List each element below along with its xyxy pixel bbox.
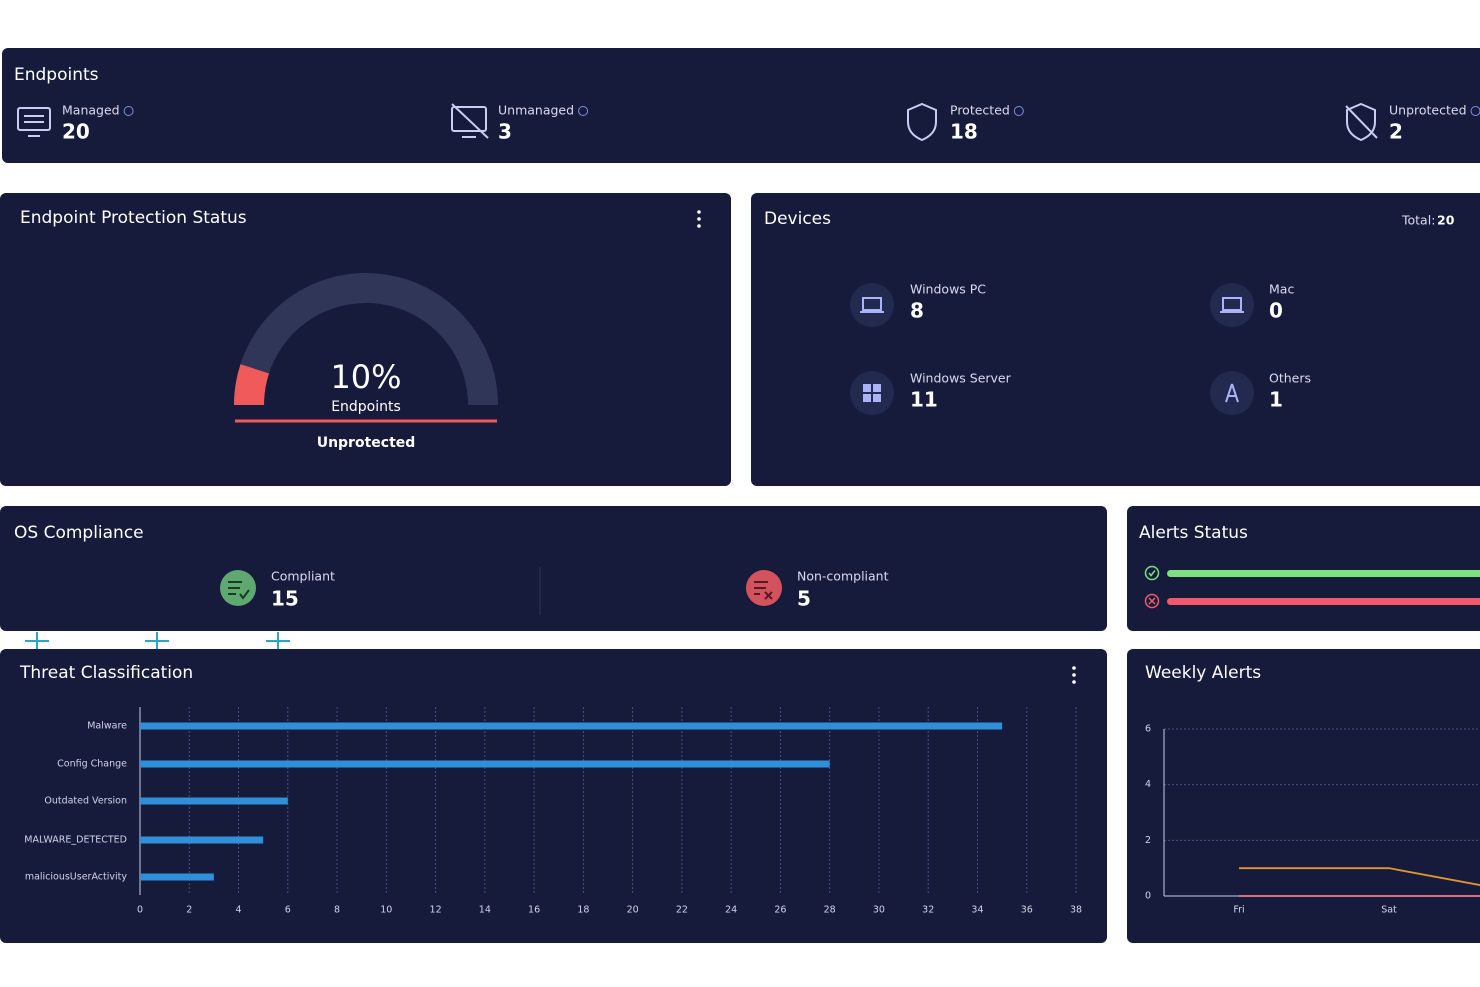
icon [17, 102, 1378, 142]
y-tick-label: 4 [1145, 779, 1151, 790]
device-label: Windows Server [910, 371, 1012, 386]
menu-button[interactable] [1072, 666, 1076, 684]
y-tick-label: MALWARE_DETECTED [24, 835, 127, 846]
x-tick-label: 10 [380, 905, 392, 916]
x-tick-label: Fri [1233, 905, 1244, 916]
compliance-value: 15 [271, 587, 299, 611]
panel-title: Endpoints [14, 65, 99, 85]
x-tick-label: Sat [1381, 905, 1397, 916]
x-tick-label: 18 [577, 905, 589, 916]
panel-title: Weekly Alerts [1145, 663, 1261, 683]
stat-value: 2 [1389, 120, 1403, 144]
y-tick-label: maliciousUserActivity [25, 872, 128, 883]
info-icon [1470, 106, 1480, 116]
bar [140, 836, 264, 844]
os-compliance-panel [0, 506, 1107, 631]
x-tick-label: 12 [430, 905, 442, 916]
stat-label: Managed [62, 103, 120, 118]
bar [140, 760, 830, 768]
bar [140, 797, 288, 805]
panel-title: Devices [764, 209, 831, 229]
x-tick-label: 0 [137, 905, 143, 916]
devices-panel [751, 193, 1480, 486]
gauge-value: 10% [330, 358, 401, 396]
stat-label: Unmanaged [498, 103, 574, 118]
y-tick-label: 2 [1145, 835, 1151, 846]
protection-panel [0, 193, 731, 486]
x-tick-label: 2 [186, 905, 192, 916]
device-label: Windows PC [910, 282, 986, 297]
x-tick-label: 30 [873, 905, 885, 916]
device-label: Others [1269, 371, 1311, 386]
y-tick-label: 6 [1145, 724, 1151, 735]
compliance-value: 5 [797, 587, 811, 611]
y-tick-label: Config Change [57, 759, 127, 770]
gauge-status: Unprotected [317, 435, 416, 451]
compliance-label: Non-compliant [797, 569, 889, 584]
stat-value: 3 [498, 120, 512, 144]
x-tick-label: 6 [285, 905, 291, 916]
line-series [1239, 867, 1480, 886]
threat-panel [0, 649, 1107, 943]
info-icon [123, 106, 134, 116]
gauge-track [234, 273, 498, 406]
device-icons [850, 283, 1254, 415]
total-label: Total: [1401, 213, 1435, 228]
line-chart: 0 2 4 6 Fri Sat [1145, 724, 1480, 916]
alerts-status-bars [1144, 565, 1480, 609]
x-tick-label: 26 [774, 905, 786, 916]
total-value: 20 [1437, 213, 1455, 228]
panel-title: Endpoint Protection Status [20, 208, 247, 228]
panel-title: Alerts Status [1139, 523, 1248, 543]
stat-value: 20 [62, 120, 90, 144]
x-tick-label: 24 [725, 905, 737, 916]
device-value: 0 [1269, 299, 1283, 323]
x-tick-label: 34 [971, 905, 983, 916]
device-value: 1 [1269, 388, 1283, 412]
x-tick-label: 14 [479, 905, 491, 916]
x-tick-label: 4 [236, 905, 242, 916]
y-tick-label: Outdated Version [44, 796, 127, 807]
y-tick-label: 0 [1145, 891, 1151, 902]
stat-label: Protected [950, 103, 1010, 118]
bar [140, 722, 1003, 730]
y-tick-label: Malware [87, 721, 127, 732]
endpoints-panel [2, 48, 1480, 163]
stat-label: Unprotected [1389, 103, 1467, 118]
device-label: Mac [1269, 282, 1294, 297]
device-value: 8 [910, 299, 924, 323]
panel-title: Threat Classification [19, 663, 193, 683]
compliance-label: Compliant [271, 569, 335, 584]
x-tick-label: 36 [1021, 905, 1033, 916]
gauge-caption: Endpoints [331, 399, 401, 415]
panel-title: OS Compliance [14, 523, 144, 543]
menu-button[interactable] [697, 210, 701, 228]
bar [140, 873, 214, 881]
x-tick-label: 16 [528, 905, 540, 916]
info-icon [578, 106, 589, 116]
x-tick-label: 8 [334, 905, 340, 916]
stat-value: 18 [950, 120, 978, 144]
x-tick-label: 20 [627, 905, 639, 916]
x-tick-label: 22 [676, 905, 688, 916]
x-tick-label: 38 [1070, 905, 1082, 916]
x-tick-label: 32 [922, 905, 934, 916]
device-value: 11 [910, 388, 938, 412]
gauge-value-arc [234, 364, 270, 406]
weekly-panel [1127, 649, 1480, 943]
info-icon [1013, 106, 1024, 116]
decoration [25, 632, 290, 649]
x-tick-label: 28 [824, 905, 836, 916]
compliance-icons [220, 570, 782, 606]
